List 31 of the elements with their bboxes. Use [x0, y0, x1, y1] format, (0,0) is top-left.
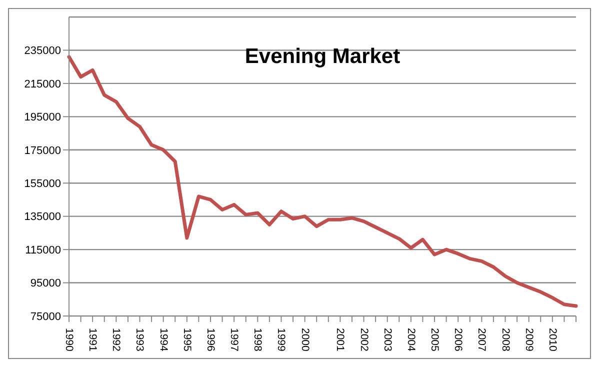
x-tick-label: 2003	[381, 328, 394, 352]
y-tick-label: 95000	[30, 278, 61, 290]
x-tick-label: 1996	[204, 328, 216, 352]
y-tick-label: 155000	[24, 178, 61, 190]
x-tick-label: 2010	[546, 328, 558, 352]
x-tick-label: 1997	[228, 328, 240, 352]
x-tick-label: 2004	[404, 328, 417, 352]
y-tick-label: 175000	[24, 144, 61, 157]
x-tick-label: 1991	[86, 328, 99, 352]
x-tick-label: 2001	[334, 328, 346, 352]
y-tick-label: 215000	[24, 78, 61, 90]
x-tick-label: 1998	[252, 328, 264, 352]
x-tick-label: 2006	[452, 328, 464, 352]
x-tick-label: 2005	[428, 328, 441, 352]
x-tick-label: 1994	[157, 328, 170, 352]
x-tick-label: 2002	[358, 328, 370, 352]
x-tick-label: 2007	[476, 328, 488, 352]
y-tick-label: 195000	[24, 112, 61, 124]
x-tick-label: 2008	[499, 328, 512, 352]
x-tick-label: 1992	[110, 328, 122, 352]
text: Evening Market	[244, 45, 402, 69]
x-tick-label: 2009	[522, 328, 535, 352]
x-tick-label: 1995	[180, 328, 193, 352]
x-tick-label: 1999	[275, 328, 288, 352]
x-tick-label: 2000	[298, 328, 311, 352]
x-tick-label: 1993	[134, 328, 146, 352]
y-tick-label: 235000	[24, 45, 61, 58]
y-tick-label: 135000	[24, 211, 61, 224]
x-tick-label: 1990	[63, 328, 75, 352]
y-tick-label: 115000	[25, 244, 61, 256]
y-tick-label: 75000	[30, 310, 61, 323]
